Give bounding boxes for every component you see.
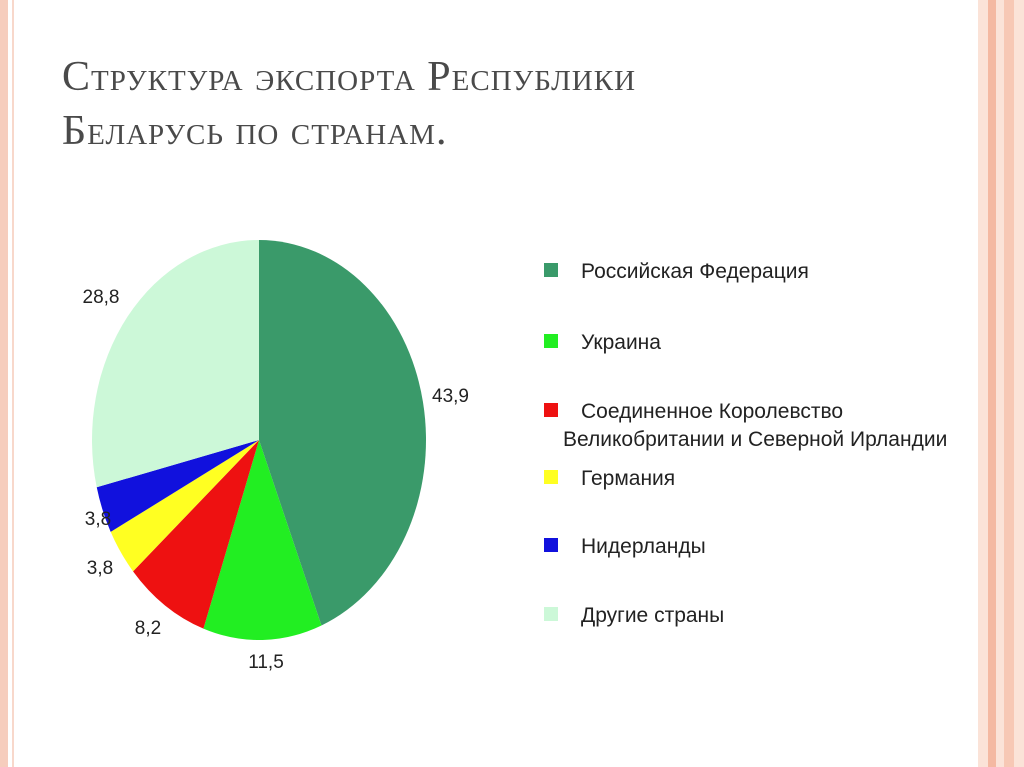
pie-slices	[92, 240, 427, 641]
left-border-line	[12, 0, 14, 767]
chart-legend: Российская Федерация Украина Соединенное К…	[544, 260, 947, 627]
pie-data-label-5: 3,8	[85, 509, 111, 530]
legend-label-5: Нидерланды	[581, 535, 706, 558]
legend-swatch-4	[544, 470, 558, 484]
slide-title: Структура экспорта Республики Беларусь п…	[62, 50, 962, 158]
legend-item-6: Другие страны	[544, 604, 724, 627]
pie-data-label-3: 8,2	[135, 618, 161, 639]
legend-swatch-5	[544, 538, 558, 552]
pie-slice-4	[110, 440, 260, 572]
legend-label-3: Соединенное Королевство	[581, 400, 843, 423]
legend-label-4: Германия	[581, 467, 675, 490]
legend-label-3-line-2: Великобритании и Северной Ирландии	[563, 428, 947, 451]
legend-item-3: Соединенное Королевство Великобритании и …	[544, 400, 947, 451]
pie-slice-1	[259, 240, 427, 626]
right-border-decoration	[978, 0, 1024, 767]
legend-label-6: Другие страны	[581, 604, 724, 627]
pie-data-label-4: 3,8	[87, 558, 113, 579]
pie-data-label-6: 28,8	[83, 287, 120, 308]
legend-label-1: Российская Федерация	[581, 260, 809, 283]
legend-swatch-6	[544, 607, 558, 621]
pie-data-labels: 43,9 11,5 8,2 3,8 3,8 28,8	[83, 287, 469, 673]
pie-slice-6	[92, 240, 260, 488]
pie-data-label-2: 11,5	[248, 652, 284, 673]
slide-title-line-2: Беларусь по странам.	[62, 108, 448, 154]
legend-swatch-2	[544, 334, 558, 348]
pie-slice-3	[133, 440, 259, 629]
legend-label-2: Украина	[581, 331, 661, 354]
left-border-decoration	[0, 0, 8, 767]
pie-data-label-1: 43,9	[432, 386, 469, 407]
pie-slice-2	[203, 440, 322, 641]
legend-swatch-3	[544, 403, 558, 417]
slide-title-line-1: Структура экспорта Республики	[62, 54, 637, 100]
right-border-stripe	[988, 0, 996, 767]
legend-item-4: Германия	[544, 467, 675, 490]
legend-item-1: Российская Федерация	[544, 260, 809, 283]
legend-item-5: Нидерланды	[544, 535, 706, 558]
legend-swatch-1	[544, 263, 558, 277]
right-border-stripe	[1004, 0, 1014, 767]
pie-slice-5	[96, 440, 260, 532]
legend-item-2: Украина	[544, 331, 661, 354]
